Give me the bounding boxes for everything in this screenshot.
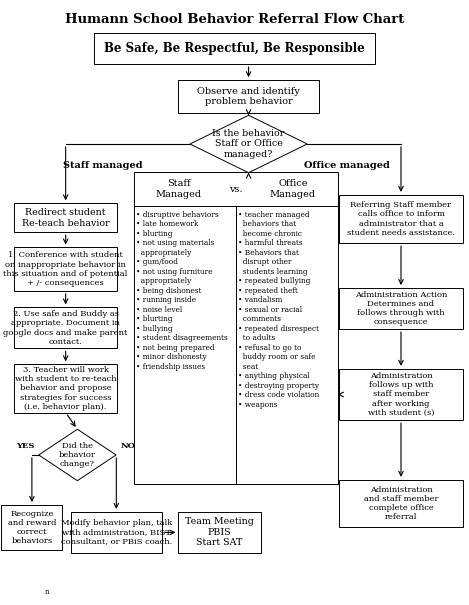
Text: 2. Use safe and Buddy as
appropriate. Document in
google docs and make parent
co: 2. Use safe and Buddy as appropriate. Do… <box>3 310 128 345</box>
FancyBboxPatch shape <box>94 33 375 64</box>
FancyBboxPatch shape <box>70 512 162 553</box>
Text: Recognize
and reward
correct
behaviors: Recognize and reward correct behaviors <box>8 510 56 545</box>
Text: 3. Teacher will work
with student to re-teach
behavior and propose
strategies fo: 3. Teacher will work with student to re-… <box>15 366 116 411</box>
Polygon shape <box>38 430 116 480</box>
Text: Humann School Behavior Referral Flow Chart: Humann School Behavior Referral Flow Cha… <box>65 13 404 26</box>
Text: • teacher managed
  behaviors that
  become chronic
• harmful threats
• Behavior: • teacher managed behaviors that become … <box>238 211 319 408</box>
Text: Referring Staff member
calls office to inform
administrator that a
student needs: Referring Staff member calls office to i… <box>347 201 455 237</box>
FancyBboxPatch shape <box>339 288 463 329</box>
Text: Team Meeting
PBIS
Start SAT: Team Meeting PBIS Start SAT <box>185 517 254 548</box>
Text: Administration
and staff member
complete office
referral: Administration and staff member complete… <box>364 486 438 521</box>
FancyBboxPatch shape <box>14 364 117 413</box>
Text: 1. Conference with student
on inappropriate behavior in
this situation and of po: 1. Conference with student on inappropri… <box>3 252 128 287</box>
Polygon shape <box>190 115 307 173</box>
Text: • disruptive behaviors
• late homework
• blurting
• not using materials
  approp: • disruptive behaviors • late homework •… <box>136 211 228 370</box>
Text: n: n <box>45 587 49 596</box>
Text: Did the
behavior
change?: Did the behavior change? <box>59 442 96 468</box>
FancyBboxPatch shape <box>14 247 117 291</box>
FancyBboxPatch shape <box>339 480 463 527</box>
Text: Administration Action
Determines and
follows through with
consequence: Administration Action Determines and fol… <box>355 291 447 326</box>
Text: Observe and identify
problem behavior: Observe and identify problem behavior <box>197 87 300 106</box>
FancyBboxPatch shape <box>339 368 463 420</box>
Text: Redirect student
Re-teach behavior: Redirect student Re-teach behavior <box>22 208 109 227</box>
Text: Office
Managed: Office Managed <box>270 179 316 199</box>
Text: YES: YES <box>15 442 34 450</box>
Text: Office managed: Office managed <box>304 162 390 170</box>
Text: Staff managed: Staff managed <box>63 162 143 170</box>
FancyBboxPatch shape <box>14 203 117 232</box>
Text: Be Safe, Be Respectful, Be Responsible: Be Safe, Be Respectful, Be Responsible <box>104 42 365 55</box>
Text: Is the behavior
Staff or Office
managed?: Is the behavior Staff or Office managed? <box>212 129 285 159</box>
FancyBboxPatch shape <box>1 505 62 551</box>
FancyBboxPatch shape <box>339 195 463 243</box>
FancyBboxPatch shape <box>178 80 319 114</box>
FancyBboxPatch shape <box>134 172 338 484</box>
Text: Modify behavior plan, talk
with administration, BIST
consultant, or PBiS coach.: Modify behavior plan, talk with administ… <box>61 519 172 546</box>
Text: NO: NO <box>121 442 136 450</box>
Text: Staff
Managed: Staff Managed <box>156 179 202 199</box>
Text: Administration
follows up with
staff member
after working
with student (s): Administration follows up with staff mem… <box>368 372 434 417</box>
Text: vs.: vs. <box>229 185 242 194</box>
FancyBboxPatch shape <box>178 512 261 553</box>
FancyBboxPatch shape <box>14 307 117 348</box>
